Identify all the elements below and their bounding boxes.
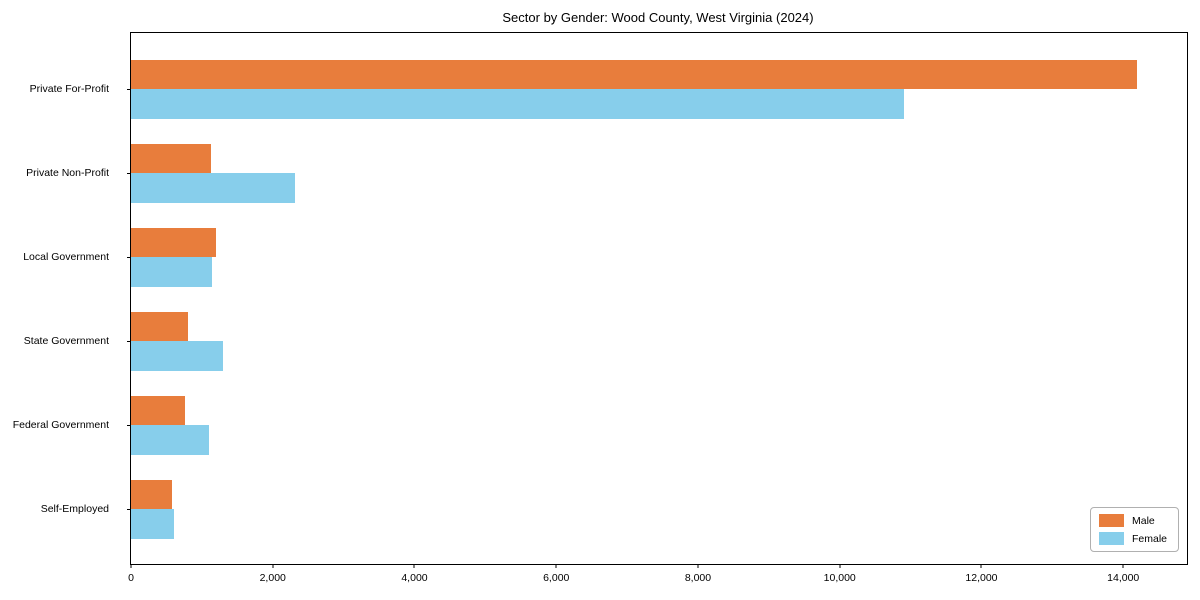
- legend-item-male: Male: [1099, 514, 1170, 527]
- chart-title: Sector by Gender: Wood County, West Virg…: [502, 10, 814, 25]
- y-tick: [127, 341, 131, 342]
- legend-swatch-male: [1099, 514, 1124, 527]
- x-tick: [555, 564, 557, 568]
- legend-item-female: Female: [1099, 532, 1170, 545]
- x-tick: [130, 564, 132, 568]
- x-tick-label: 6,000: [543, 572, 570, 584]
- x-tick-label: 8,000: [684, 572, 712, 584]
- category-label: Private Non-Profit: [26, 167, 109, 179]
- bar-male-5: [131, 395, 185, 425]
- y-tick: [127, 173, 131, 174]
- bar-male-1: [131, 59, 1138, 89]
- category-label: Federal Government: [12, 419, 109, 431]
- bar-female-1: [131, 89, 904, 119]
- category-label: Local Government: [23, 251, 109, 263]
- x-tick: [980, 564, 982, 568]
- legend-swatch-female: [1099, 532, 1124, 545]
- bar-male-3: [131, 227, 217, 257]
- bar-female-4: [131, 341, 224, 371]
- bar-male-6: [131, 479, 173, 509]
- category-label: Private For-Profit: [29, 83, 109, 95]
- x-tick-label: 12,000: [965, 572, 998, 584]
- x-tick: [697, 564, 699, 568]
- bar-female-3: [131, 257, 212, 287]
- category-label: State Government: [23, 335, 109, 347]
- y-tick: [127, 509, 131, 510]
- y-tick: [127, 257, 131, 258]
- y-tick: [127, 425, 131, 426]
- x-tick-label: 0: [128, 572, 134, 584]
- bar-male-4: [131, 311, 189, 341]
- legend-label-male: Male: [1132, 514, 1155, 527]
- x-tick: [272, 564, 274, 568]
- x-tick-label: 14,000: [1107, 572, 1140, 584]
- x-tick-label: 10,000: [823, 572, 856, 584]
- bar-female-5: [131, 425, 209, 455]
- legend-label-female: Female: [1132, 532, 1168, 545]
- y-tick: [127, 89, 131, 90]
- x-tick: [839, 564, 841, 568]
- bar-female-2: [131, 173, 295, 203]
- x-tick-label: 2,000: [259, 572, 286, 584]
- legend: Male Female: [1090, 507, 1179, 552]
- plot-area: Male Female Private For-Profit Private No…: [13, 32, 1188, 584]
- bar-female-6: [131, 509, 174, 539]
- category-label: Self-Employed: [40, 503, 109, 515]
- x-tick: [1122, 564, 1124, 568]
- bar-male-2: [131, 143, 212, 173]
- x-tick: [413, 564, 415, 568]
- x-tick-label: 4,000: [401, 572, 428, 584]
